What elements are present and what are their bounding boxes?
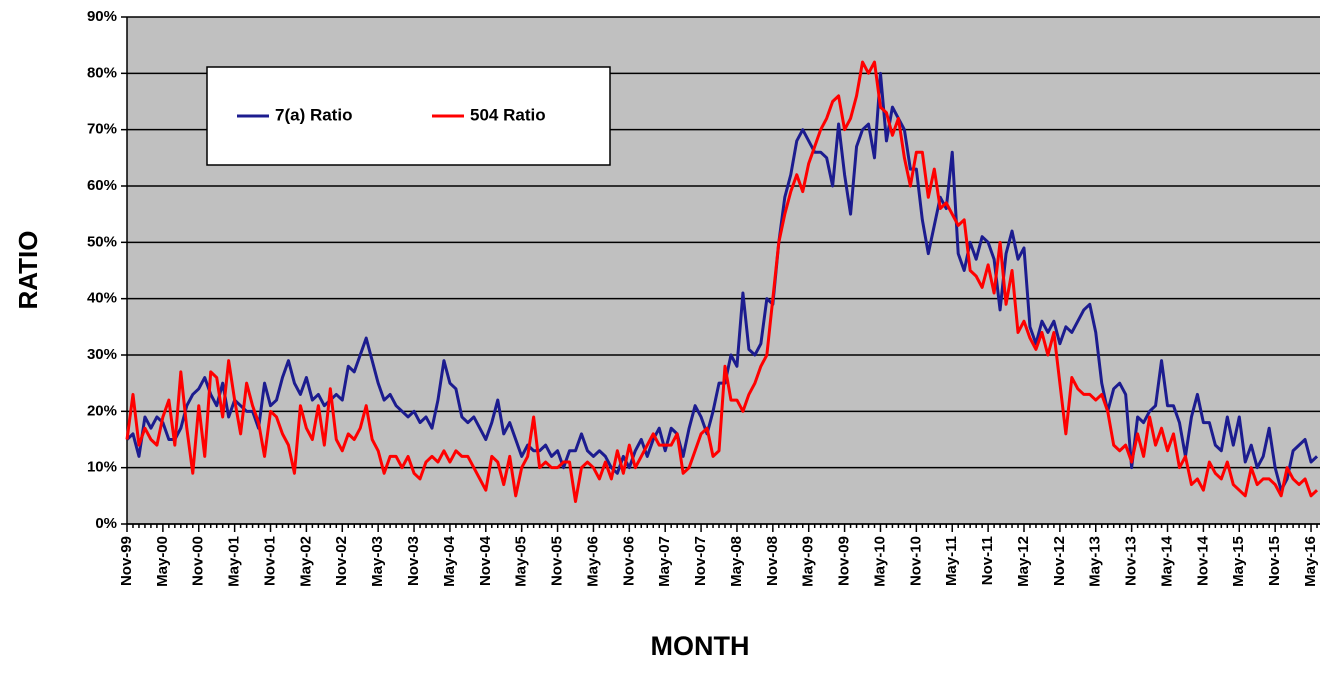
y-tick-label: 20% bbox=[87, 402, 117, 419]
legend-label: 504 Ratio bbox=[470, 105, 546, 124]
series-line bbox=[125, 60, 1319, 503]
x-axis-title: MONTH bbox=[651, 631, 750, 661]
y-tick-label: 30% bbox=[87, 346, 117, 363]
x-tick-label: Nov-12 bbox=[1051, 536, 1068, 586]
x-tick-label: Nov-04 bbox=[477, 535, 494, 586]
x-tick-label: May-00 bbox=[154, 536, 171, 587]
y-tick-label: 90% bbox=[87, 8, 117, 25]
x-tick-label: May-03 bbox=[369, 536, 386, 587]
x-tick-label: Nov-11 bbox=[979, 536, 996, 585]
y-tick-label: 60% bbox=[87, 177, 117, 194]
legend: 7(a) Ratio 504 Ratio bbox=[206, 66, 611, 166]
y-tick-label: 70% bbox=[87, 121, 117, 138]
y-tick-label: 10% bbox=[87, 459, 117, 476]
x-tick-label: Nov-02 bbox=[333, 536, 350, 586]
x-tick-label: Nov-06 bbox=[620, 536, 637, 586]
x-tick-label: May-02 bbox=[297, 536, 314, 587]
x-tick-label: May-07 bbox=[656, 536, 673, 587]
x-tick-label: Nov-13 bbox=[1123, 536, 1140, 586]
x-tick-label: May-11 bbox=[943, 536, 960, 586]
x-tick-label: Nov-03 bbox=[405, 536, 422, 586]
x-tick-label: May-04 bbox=[441, 535, 458, 587]
x-tick-label: Nov-07 bbox=[692, 536, 709, 586]
y-tick-label: 80% bbox=[87, 64, 117, 81]
x-tick-label: May-16 bbox=[1302, 536, 1319, 587]
y-tick-label: 50% bbox=[87, 233, 117, 250]
x-tick-label: Nov-05 bbox=[549, 536, 566, 586]
x-tick-label: May-10 bbox=[871, 536, 888, 587]
x-tick-label: May-09 bbox=[800, 536, 817, 587]
x-tick-label: Nov-09 bbox=[836, 536, 853, 586]
series-line bbox=[125, 71, 1319, 492]
x-tick-label: Nov-01 bbox=[261, 536, 278, 586]
x-tick-label: May-01 bbox=[226, 536, 243, 587]
x-tick-label: Nov-15 bbox=[1266, 536, 1283, 586]
x-tick-label: May-12 bbox=[1015, 536, 1032, 587]
x-tick-label: Nov-10 bbox=[907, 536, 924, 586]
x-tick-label: May-15 bbox=[1230, 536, 1247, 587]
x-tick-label: Nov-08 bbox=[764, 536, 781, 586]
x-tick-label: Nov-00 bbox=[190, 536, 207, 586]
x-tick-label: May-05 bbox=[513, 536, 530, 587]
x-tick-label: Nov-99 bbox=[118, 536, 135, 586]
y-tick-label: 0% bbox=[95, 515, 117, 532]
x-tick-label: May-14 bbox=[1158, 535, 1175, 587]
legend-label: 7(a) Ratio bbox=[275, 105, 352, 124]
x-tick-label: May-13 bbox=[1087, 536, 1104, 587]
x-tick-label: May-06 bbox=[584, 536, 601, 587]
legend-box bbox=[206, 66, 611, 166]
x-tick-label: May-08 bbox=[728, 536, 745, 587]
y-tick-label: 40% bbox=[87, 290, 117, 307]
x-tick-label: Nov-14 bbox=[1194, 535, 1211, 586]
y-axis-title: RATIO bbox=[13, 231, 43, 310]
